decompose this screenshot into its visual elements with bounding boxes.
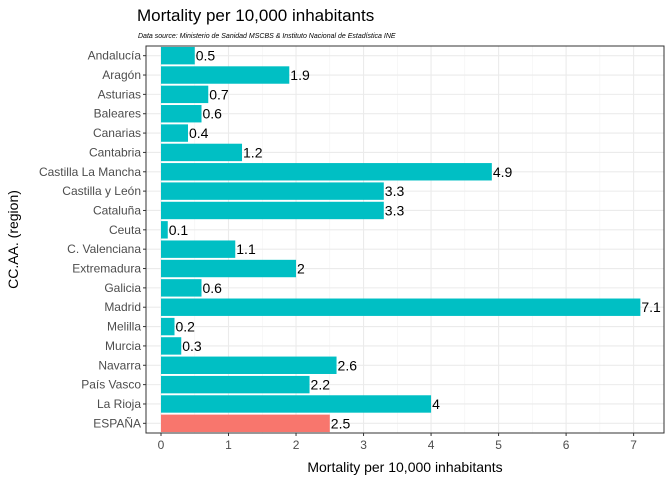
x-tick-label: 0 [158,438,165,452]
bar [161,124,189,142]
bar [161,240,236,258]
bar [161,201,384,220]
x-tick-label: 7 [630,438,637,452]
data-label: 0.4 [189,125,209,141]
x-tick-label: 4 [428,438,435,452]
data-label: 2.2 [311,377,331,393]
y-tick-label: Aragón [102,68,141,82]
data-label: 2 [297,261,305,277]
data-label: 0.3 [182,338,202,354]
y-tick-label: Extremadura [72,262,141,276]
bar [161,163,492,181]
bar [161,143,243,162]
bar [161,395,432,413]
y-tick-label: Cantabria [89,145,141,159]
y-tick-label: C. Valenciana [67,242,141,256]
y-tick-label: Madrid [104,300,141,314]
data-label: 2.5 [331,415,351,431]
data-label: 1.9 [290,67,310,83]
y-tick-label: Ceuta [109,223,141,237]
y-tick-label: Murcia [105,339,141,353]
y-axis-ticks: Andalucía Aragón Asturias Baleares Canarias C… [39,49,146,430]
x-tick-label: 1 [225,438,232,452]
x-axis-ticks: 0 1 2 3 4 5 6 7 [158,433,637,452]
bar [161,221,168,239]
panel-border [145,45,665,434]
data-label: 3.3 [385,202,405,218]
chart-title: Mortality per 10,000 inhabitants [137,6,375,25]
bar [161,414,330,433]
bar [161,182,384,200]
data-label: 0.1 [169,222,189,238]
data-label: 0.6 [203,280,223,296]
bars [161,46,641,433]
y-tick-label: Asturias [98,87,141,101]
data-label: 3.3 [385,183,405,199]
bar [161,66,290,84]
bar [161,337,182,355]
y-tick-label: ESPAÑA [93,416,141,430]
y-tick-label: Andalucía [88,49,142,63]
bar [161,105,202,123]
bar [161,375,310,394]
grid-lines [146,46,664,433]
x-axis-title: Mortality per 10,000 inhabitants [307,459,502,475]
y-axis-title: CC.AA. (region) [5,190,21,289]
y-tick-label: Baleares [94,107,141,121]
y-tick-label: La Rioja [97,397,141,411]
y-tick-label: Canarias [93,126,141,140]
bar [161,279,202,297]
x-tick-label: 2 [293,438,300,452]
bar [161,356,337,374]
y-tick-label: Galicia [104,281,141,295]
data-label: 1.1 [236,241,256,257]
bar [161,298,641,316]
x-tick-label: 3 [360,438,367,452]
bar [161,317,175,336]
y-tick-label: País Vasco [81,378,141,392]
bar [161,46,195,65]
y-tick-label: Castilla y León [62,184,141,198]
data-label: 4.9 [493,164,513,180]
x-tick-label: 5 [495,438,502,452]
y-tick-label: Navarra [98,358,141,372]
data-label: 0.6 [203,106,223,122]
y-tick-label: Castilla La Mancha [39,165,141,179]
data-label: 4 [432,396,440,412]
data-label: 7.1 [641,299,661,315]
y-tick-label: Melilla [107,320,141,334]
data-label: 0.5 [196,48,216,64]
panel-background [146,46,664,433]
bar [161,259,297,278]
data-labels: 0.5 1.9 0.7 0.6 0.4 1.2 4.9 3.3 3.3 0.1 1.1 2 0.6 7.1… [169,48,661,432]
x-tick-label: 6 [563,438,570,452]
y-tick-label: Cataluña [93,203,141,217]
data-label: 0.7 [209,86,229,102]
data-label: 0.2 [176,319,196,335]
data-label: 2.6 [338,357,358,373]
bar [161,85,209,104]
data-label: 1.2 [243,144,263,160]
chart-subtitle: Data source: Ministerio de Sanidad MSCBS… [138,33,396,40]
